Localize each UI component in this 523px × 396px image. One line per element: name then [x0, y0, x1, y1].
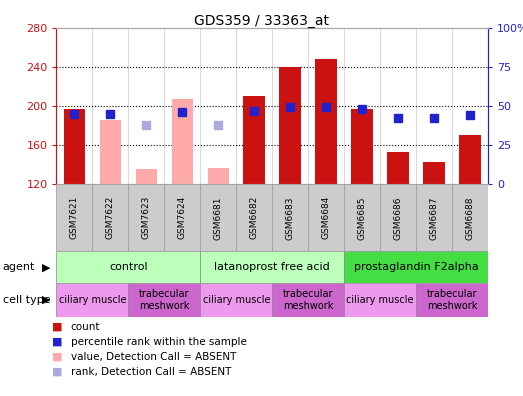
Bar — [272, 283, 344, 317]
Text: GSM6687: GSM6687 — [429, 196, 438, 240]
Text: GSM6683: GSM6683 — [286, 196, 294, 240]
Bar — [387, 152, 409, 184]
Bar — [56, 283, 129, 317]
Bar — [315, 59, 337, 184]
Bar — [129, 184, 164, 251]
Text: latanoprost free acid: latanoprost free acid — [214, 262, 330, 272]
Text: ciliary muscle: ciliary muscle — [59, 295, 126, 305]
Text: ■: ■ — [52, 352, 63, 362]
Text: ■: ■ — [52, 367, 63, 377]
Bar — [56, 184, 93, 251]
Text: ▶: ▶ — [42, 295, 50, 305]
Text: ciliary muscle: ciliary muscle — [202, 295, 270, 305]
Bar — [208, 168, 229, 184]
Text: prostaglandin F2alpha: prostaglandin F2alpha — [354, 262, 479, 272]
Text: control: control — [109, 262, 147, 272]
Bar — [200, 251, 344, 283]
Bar — [459, 135, 481, 184]
Bar — [423, 162, 445, 184]
Text: ▶: ▶ — [42, 262, 50, 272]
Bar — [129, 283, 200, 317]
Bar — [416, 184, 452, 251]
Text: trabecular
meshwork: trabecular meshwork — [283, 289, 334, 311]
Bar — [243, 96, 265, 184]
Text: value, Detection Call = ABSENT: value, Detection Call = ABSENT — [71, 352, 236, 362]
Text: trabecular
meshwork: trabecular meshwork — [427, 289, 477, 311]
Bar — [172, 99, 193, 184]
Text: count: count — [71, 322, 100, 332]
Text: GSM7621: GSM7621 — [70, 196, 79, 240]
Bar — [164, 184, 200, 251]
Text: cell type: cell type — [3, 295, 50, 305]
Text: GSM7623: GSM7623 — [142, 196, 151, 240]
Text: rank, Detection Call = ABSENT: rank, Detection Call = ABSENT — [71, 367, 231, 377]
Text: GDS359 / 33363_at: GDS359 / 33363_at — [194, 14, 329, 28]
Bar — [308, 184, 344, 251]
Bar — [351, 109, 373, 184]
Text: GSM7622: GSM7622 — [106, 196, 115, 240]
Text: GSM6684: GSM6684 — [322, 196, 331, 240]
Text: trabecular
meshwork: trabecular meshwork — [139, 289, 190, 311]
Text: GSM6682: GSM6682 — [250, 196, 259, 240]
Text: ciliary muscle: ciliary muscle — [346, 295, 414, 305]
Bar — [200, 283, 272, 317]
Text: agent: agent — [3, 262, 35, 272]
Text: ■: ■ — [52, 322, 63, 332]
Text: GSM6688: GSM6688 — [465, 196, 474, 240]
Bar — [93, 184, 129, 251]
Bar — [135, 169, 157, 184]
Bar — [236, 184, 272, 251]
Bar — [416, 283, 488, 317]
Bar — [64, 109, 85, 184]
Text: GSM6681: GSM6681 — [214, 196, 223, 240]
Text: GSM6685: GSM6685 — [358, 196, 367, 240]
Text: GSM7624: GSM7624 — [178, 196, 187, 240]
Bar — [380, 184, 416, 251]
Bar — [200, 184, 236, 251]
Bar — [272, 184, 308, 251]
Bar — [99, 120, 121, 184]
Bar — [56, 251, 200, 283]
Bar — [344, 184, 380, 251]
Bar — [452, 184, 488, 251]
Bar — [344, 251, 488, 283]
Text: GSM6686: GSM6686 — [394, 196, 403, 240]
Text: ■: ■ — [52, 337, 63, 347]
Bar — [344, 283, 416, 317]
Text: percentile rank within the sample: percentile rank within the sample — [71, 337, 246, 347]
Bar — [279, 67, 301, 184]
